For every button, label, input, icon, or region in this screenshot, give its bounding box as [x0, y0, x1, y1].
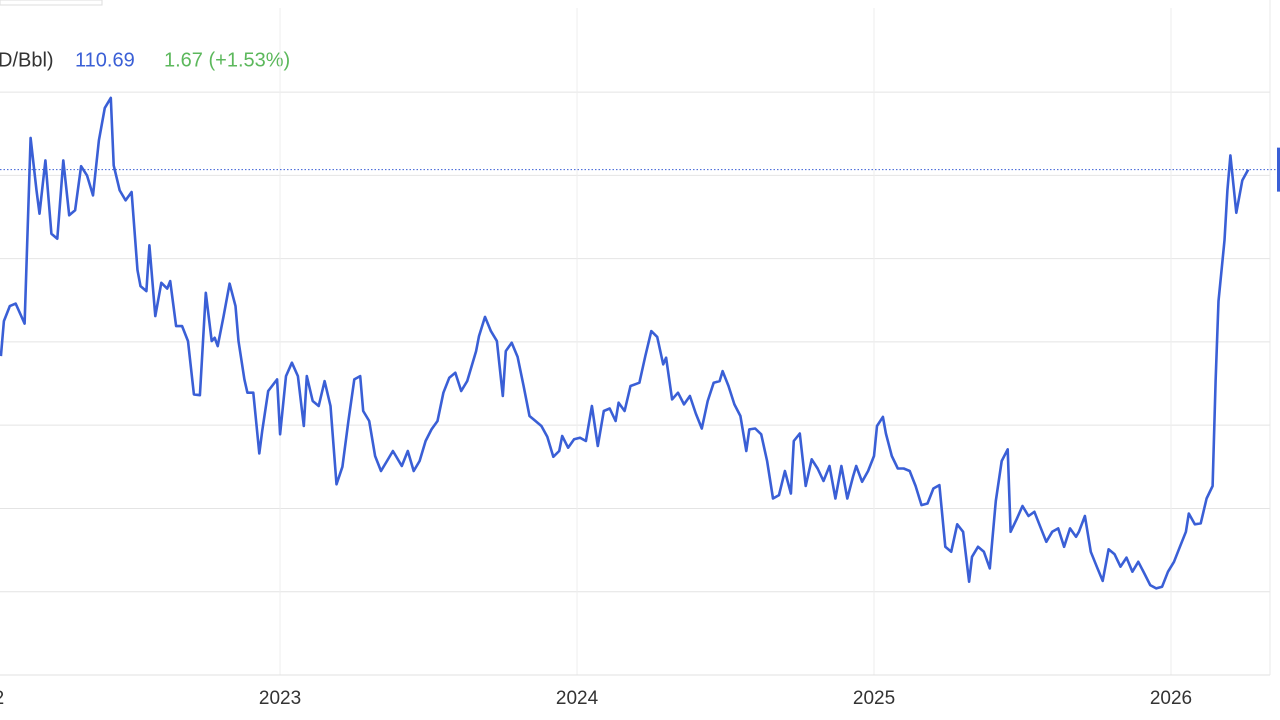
- x-tick-label: 2024: [556, 688, 599, 709]
- last-value: 110.69: [75, 49, 135, 71]
- x-tick-label: 2023: [259, 688, 301, 709]
- price-line: [0, 96, 1250, 590]
- x-tick-label: 2022: [0, 688, 4, 709]
- x-tick-label: 2026: [1150, 688, 1192, 709]
- x-tick-label: 2025: [853, 688, 895, 709]
- tooltip-edge: [0, 0, 103, 6]
- change-label: 1.67 (+1.53%): [164, 49, 290, 71]
- chart-title: D/Bbl): [0, 49, 54, 71]
- last-value-tag: [1277, 147, 1280, 192]
